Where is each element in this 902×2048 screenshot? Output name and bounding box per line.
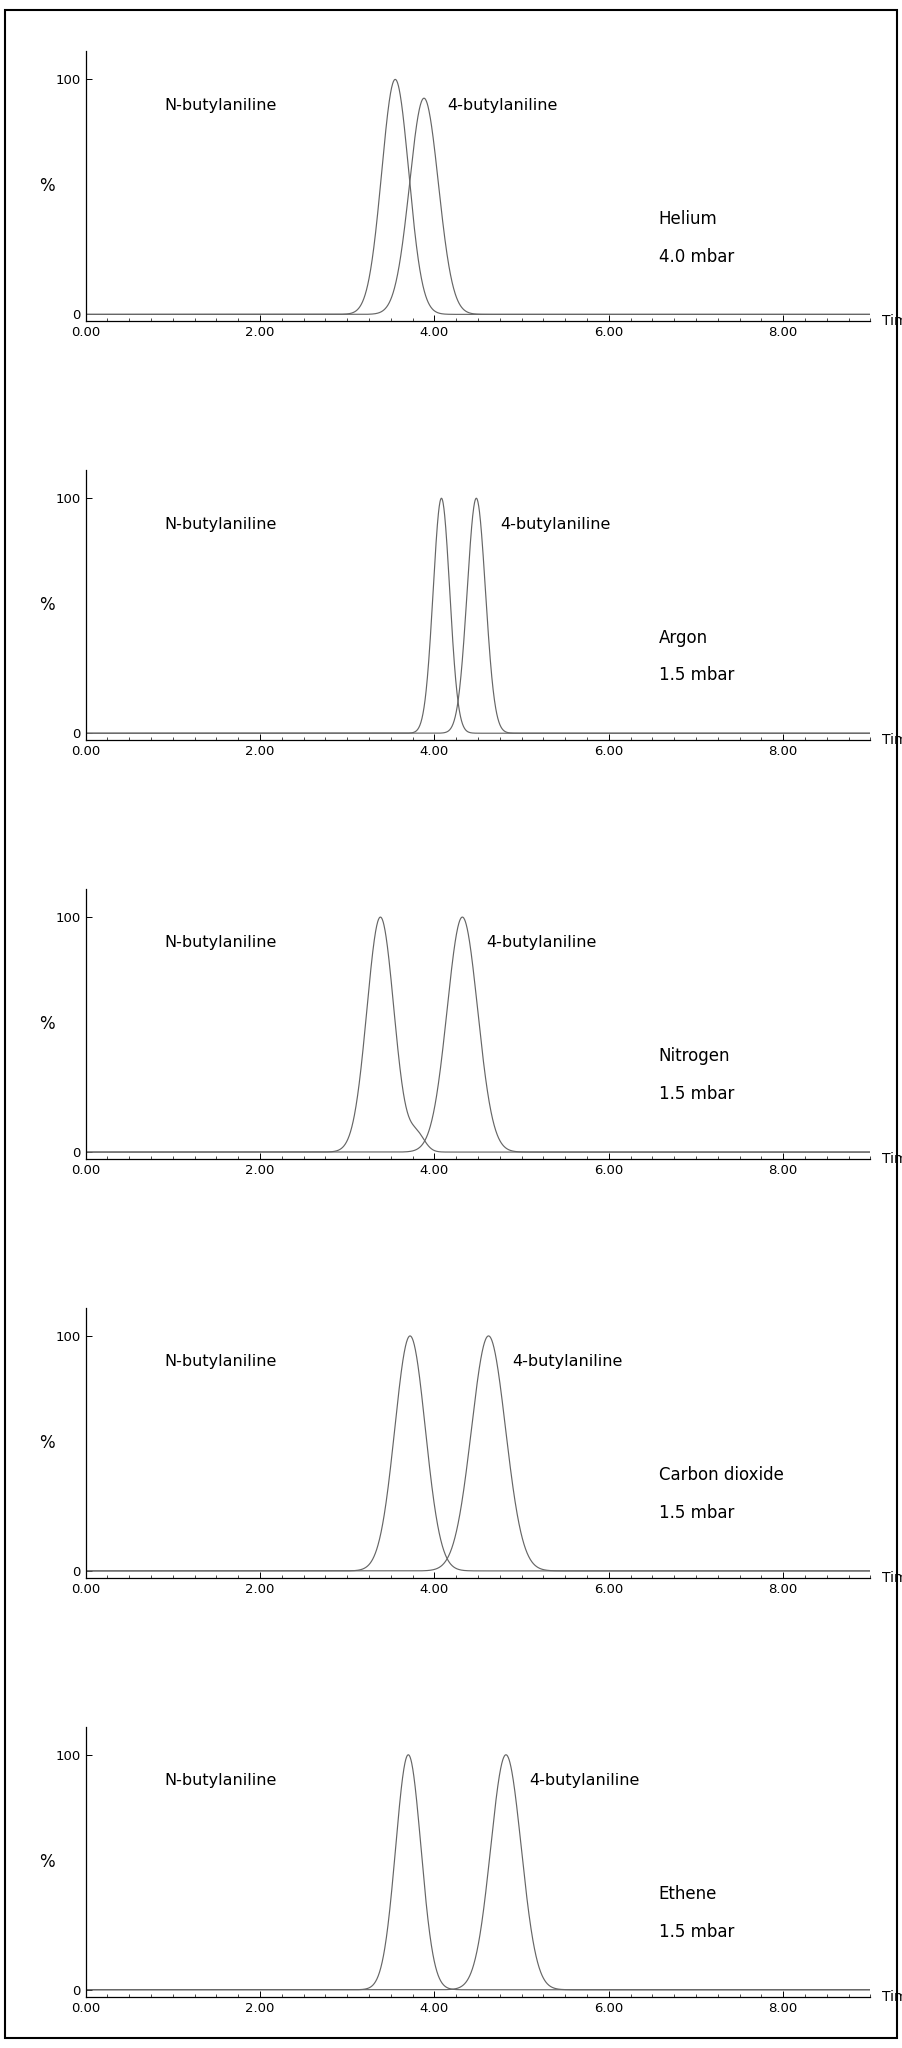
Text: Helium: Helium <box>658 209 717 227</box>
Text: 4-butylaniline: 4-butylaniline <box>486 936 596 950</box>
Y-axis label: %: % <box>40 1853 55 1870</box>
Text: Time: Time <box>881 1571 902 1585</box>
Text: N-butylaniline: N-butylaniline <box>164 1774 277 1788</box>
Y-axis label: %: % <box>40 1434 55 1452</box>
Text: N-butylaniline: N-butylaniline <box>164 936 277 950</box>
Text: 4-butylaniline: 4-butylaniline <box>500 516 611 532</box>
Text: 4-butylaniline: 4-butylaniline <box>529 1774 640 1788</box>
Text: 1.5 mbar: 1.5 mbar <box>658 1923 734 1942</box>
Text: Nitrogen: Nitrogen <box>658 1047 730 1065</box>
Text: 4.0 mbar: 4.0 mbar <box>658 248 734 266</box>
Text: Argon: Argon <box>658 629 708 647</box>
Y-axis label: %: % <box>40 1016 55 1032</box>
Text: Carbon dioxide: Carbon dioxide <box>658 1466 784 1485</box>
Y-axis label: %: % <box>40 178 55 195</box>
Text: 1.5 mbar: 1.5 mbar <box>658 1085 734 1104</box>
Y-axis label: %: % <box>40 596 55 614</box>
Text: Time: Time <box>881 733 902 748</box>
Text: Time: Time <box>881 1991 902 2003</box>
Text: 4-butylaniline: 4-butylaniline <box>447 98 558 113</box>
Text: N-butylaniline: N-butylaniline <box>164 1354 277 1370</box>
Text: Time: Time <box>881 315 902 328</box>
Text: Ethene: Ethene <box>658 1884 717 1903</box>
Text: 1.5 mbar: 1.5 mbar <box>658 1503 734 1522</box>
Text: 1.5 mbar: 1.5 mbar <box>658 666 734 684</box>
Text: N-butylaniline: N-butylaniline <box>164 516 277 532</box>
Text: N-butylaniline: N-butylaniline <box>164 98 277 113</box>
Text: 4-butylaniline: 4-butylaniline <box>512 1354 622 1370</box>
Text: Time: Time <box>881 1153 902 1165</box>
